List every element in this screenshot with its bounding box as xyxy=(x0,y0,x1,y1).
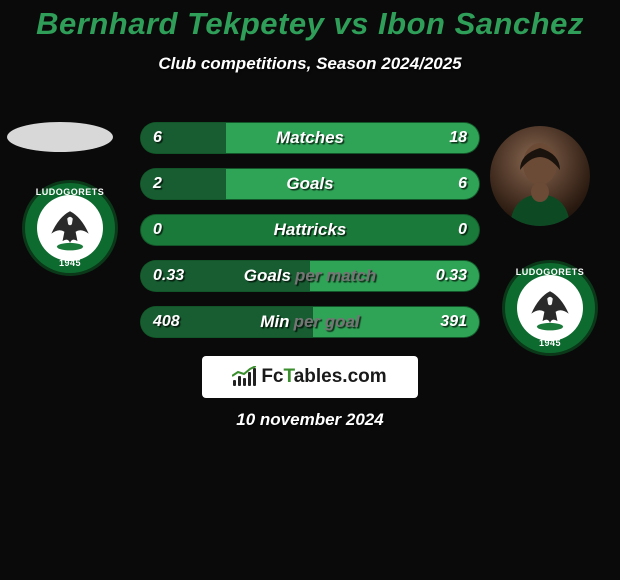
stat-label: Goals xyxy=(141,169,479,199)
page-title: Bernhard Tekpetey vs Ibon Sanchez xyxy=(0,0,620,42)
player2-club-badge: LUDOGORETS 1945 xyxy=(502,260,598,356)
stats-container: 618Matches 26Goals 00Hattricks 0.330.33Goal… xyxy=(140,122,480,352)
brand-badge: FcTables.com xyxy=(202,356,418,398)
brand-pre: Fc xyxy=(261,366,283,387)
stat-row: 00Hattricks xyxy=(140,214,480,246)
eagle-icon xyxy=(42,200,98,256)
club-year: 1945 xyxy=(25,258,115,268)
eagle-icon xyxy=(522,280,578,336)
stat-row: 618Matches xyxy=(140,122,480,154)
brand-text: FcTables.com xyxy=(261,366,386,388)
player1-club-badge: LUDOGORETS 1945 xyxy=(22,180,118,276)
stat-row: 408391Minper goal xyxy=(140,306,480,338)
player1-avatar xyxy=(7,122,113,152)
player2-avatar xyxy=(490,126,590,226)
stat-label: Matches xyxy=(141,123,479,153)
date-text: 10 november 2024 xyxy=(0,410,620,430)
subtitle: Club competitions, Season 2024/2025 xyxy=(0,54,620,74)
brand-post: ables.com xyxy=(294,366,387,387)
club-year: 1945 xyxy=(505,338,595,348)
stat-label: Minper goal xyxy=(141,307,479,337)
stat-label: Goalsper match xyxy=(141,261,479,291)
stat-label: Hattricks xyxy=(141,215,479,245)
stat-row: 26Goals xyxy=(140,168,480,200)
stat-row: 0.330.33Goalsper match xyxy=(140,260,480,292)
chart-icon xyxy=(233,368,255,386)
brand-accent: T xyxy=(284,366,294,387)
